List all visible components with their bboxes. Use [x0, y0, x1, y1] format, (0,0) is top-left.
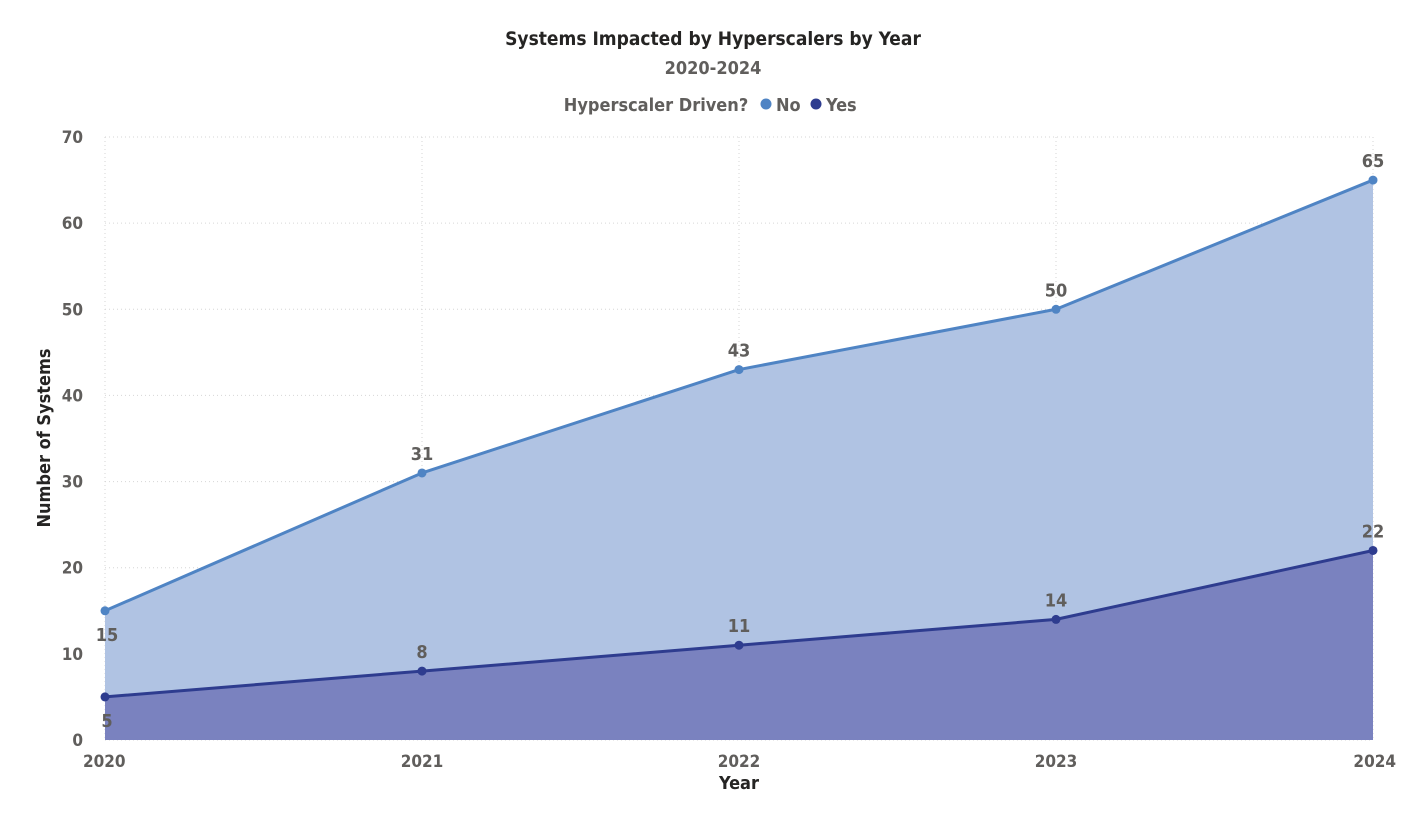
data-label-no: 65 — [1362, 151, 1385, 172]
y-tick-label: 0 — [72, 731, 83, 751]
legend-label-yes: Yes — [825, 95, 857, 116]
legend-title: Hyperscaler Driven? — [564, 95, 748, 116]
point-no — [1051, 304, 1061, 314]
legend-marker-yes — [810, 98, 822, 110]
chart-title: Systems Impacted by Hyperscalers by Year — [505, 28, 921, 50]
legend: Hyperscaler Driven? No Yes — [564, 95, 857, 116]
point-yes — [417, 666, 427, 676]
data-label-yes: 14 — [1045, 590, 1068, 611]
y-axis-title: Number of Systems — [34, 348, 55, 527]
data-label-no: 31 — [411, 444, 434, 465]
x-tick-label: 2022 — [718, 752, 761, 772]
point-no — [1368, 175, 1378, 185]
y-tick-label: 40 — [62, 386, 83, 406]
y-tick-label: 70 — [62, 128, 83, 148]
x-tick-label: 2023 — [1035, 752, 1078, 772]
data-label-layer: 15 31 43 50 65 5 8 11 14 22 — [96, 151, 1385, 732]
x-tick-label: 2024 — [1353, 752, 1396, 772]
legend-label-no: No — [776, 95, 801, 116]
chart-subtitle: 2020-2024 — [665, 58, 762, 79]
y-tick-label: 30 — [62, 473, 83, 493]
data-label-yes: 22 — [1362, 521, 1385, 542]
point-no — [100, 606, 110, 616]
point-yes — [1051, 614, 1061, 624]
axes: 0 10 20 30 40 50 60 70 2020 2021 2022 2023 2024 — [62, 128, 1396, 772]
point-no — [417, 468, 427, 478]
x-tick-label: 2020 — [83, 752, 126, 772]
area-no — [105, 180, 1373, 741]
y-tick-label: 20 — [62, 559, 83, 579]
data-label-no: 15 — [96, 625, 119, 646]
data-label-no: 43 — [728, 341, 751, 362]
point-yes — [100, 692, 110, 702]
data-label-yes: 5 — [101, 711, 112, 732]
data-label-yes: 8 — [416, 642, 427, 663]
legend-marker-no — [760, 98, 772, 110]
y-tick-label: 10 — [62, 645, 83, 665]
point-yes — [1368, 545, 1378, 555]
area-layer — [105, 180, 1373, 741]
y-tick-label: 50 — [62, 300, 83, 320]
point-layer — [100, 175, 1378, 702]
x-axis-title: Year — [718, 773, 759, 794]
data-label-yes: 11 — [728, 616, 751, 637]
point-yes — [734, 640, 744, 650]
point-no — [734, 365, 744, 375]
x-tick-label: 2021 — [401, 752, 444, 772]
y-tick-label: 60 — [62, 214, 83, 234]
data-label-no: 50 — [1045, 280, 1068, 301]
